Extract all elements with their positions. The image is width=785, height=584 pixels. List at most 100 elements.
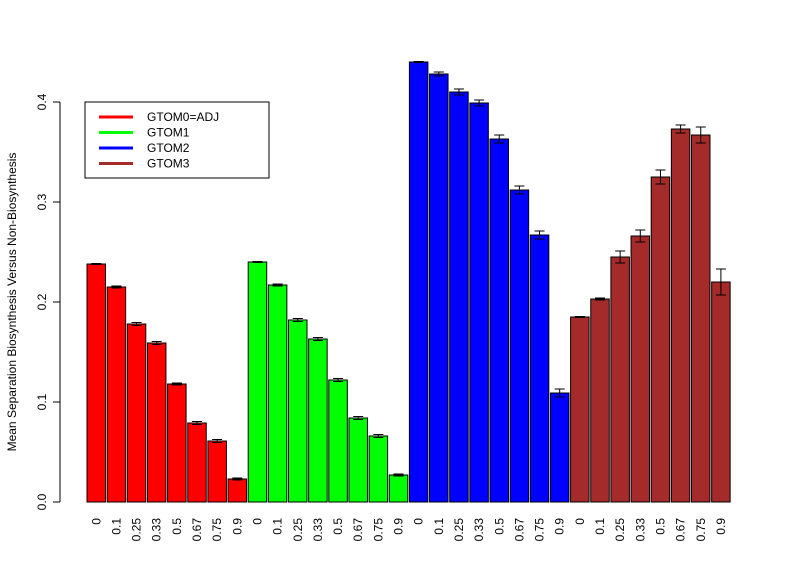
bar [106, 286, 127, 503]
error-bar [252, 261, 263, 263]
x-tick-label: 0.33 [311, 518, 325, 542]
error-bar [373, 434, 384, 438]
error-bar [232, 477, 243, 481]
error-bar [333, 378, 344, 382]
bar [650, 176, 671, 503]
error-bar [635, 229, 646, 243]
bar [610, 256, 630, 503]
error-bar [312, 337, 323, 341]
error-bar [494, 134, 505, 144]
error-bar [615, 250, 626, 264]
y-tick-label: 0.2 [35, 293, 49, 310]
bars-group [86, 61, 731, 503]
x-tick-label: 0.9 [714, 518, 728, 535]
x-tick-label: 0 [573, 518, 587, 525]
x-tick-label: 0 [250, 518, 264, 525]
legend-item: GTOM2 [99, 141, 190, 155]
bar [590, 298, 610, 503]
bar [449, 91, 469, 503]
legend-item: GTOM0=ADJ [99, 110, 219, 124]
error-bar [715, 268, 726, 296]
bar [408, 61, 429, 503]
bar [227, 478, 248, 503]
x-tick-label: 0.67 [674, 518, 688, 542]
error-bar [353, 416, 364, 420]
x-tick-label: 0.9 [553, 518, 567, 535]
x-tick-label: 0.75 [694, 518, 708, 542]
x-tick-label: 0.67 [351, 518, 365, 542]
error-bar [675, 124, 686, 134]
x-tick-label: 0.67 [512, 518, 526, 542]
x-tick-label: 0.33 [472, 518, 486, 542]
x-tick-label: 0.5 [653, 518, 667, 535]
x-tick-label: 0.33 [633, 518, 647, 542]
x-tick-label: 0 [89, 518, 103, 525]
bar [328, 379, 348, 503]
y-axis-label: Mean Separation Biosynthesis Versus Non-… [5, 153, 19, 452]
bar [146, 342, 167, 503]
bar [570, 316, 590, 503]
bar [429, 73, 449, 503]
error-bar [91, 263, 102, 265]
y-tick-label: 0.3 [35, 193, 49, 210]
legend-item: GTOM3 [99, 157, 190, 171]
error-bar [131, 322, 142, 326]
x-tick-label: 0.75 [210, 518, 224, 542]
y-tick-label: 0.4 [35, 93, 49, 110]
bar [670, 128, 691, 503]
bar [691, 134, 711, 503]
x-tick-label: 0.25 [291, 518, 305, 542]
bar [630, 235, 651, 503]
error-bar [574, 316, 585, 318]
error-bar [695, 126, 706, 144]
bar [167, 383, 187, 503]
bar [247, 261, 268, 503]
x-tick-label: 0.1 [271, 518, 285, 535]
y-axis: 0.0 0.1 0.2 0.3 0.4 [35, 93, 61, 510]
bar [529, 234, 550, 503]
x-tick-label: 0.1 [109, 518, 123, 535]
bar [207, 440, 227, 503]
error-bar [151, 341, 162, 345]
error-bar [272, 283, 283, 287]
error-bar [433, 71, 444, 77]
legend-label: GTOM1 [147, 126, 190, 140]
error-bar [171, 382, 182, 386]
x-tick-labels: 0 0.1 0.25 0.33 0.5 0.67 0.75 0.9 0 0.1 0.25 0.33 0.… [89, 518, 728, 542]
x-tick-label: 0.1 [593, 518, 607, 535]
error-bar [413, 61, 424, 63]
bar [711, 281, 731, 503]
x-tick-label: 0 [412, 518, 426, 525]
bar [126, 323, 147, 503]
legend-box [84, 101, 270, 179]
bar [549, 392, 570, 503]
x-tick-label: 0.9 [230, 518, 244, 535]
error-bars-group [91, 61, 726, 481]
x-tick-label: 0.75 [533, 518, 547, 542]
error-bar [554, 388, 565, 398]
bar [308, 338, 328, 503]
bar [489, 138, 509, 503]
error-bar [292, 318, 303, 322]
legend-label: GTOM0=ADJ [147, 110, 219, 124]
x-tick-label: 0.25 [130, 518, 144, 542]
x-tick-label: 0.33 [150, 518, 164, 542]
x-tick-label: 0.75 [371, 518, 385, 542]
x-tick-label: 0.25 [613, 518, 627, 542]
y-tick-label: 0.0 [35, 493, 49, 510]
bar [288, 319, 308, 503]
x-tick-label: 0.5 [492, 518, 506, 535]
bar [509, 189, 530, 503]
error-bar [655, 169, 666, 185]
x-tick-label: 0.25 [452, 518, 466, 542]
error-bar [111, 285, 122, 289]
legend-label: GTOM3 [147, 157, 190, 171]
error-bar [514, 185, 525, 195]
legend-item: GTOM1 [99, 126, 190, 140]
error-bar [534, 230, 545, 240]
x-tick-label: 0.9 [392, 518, 406, 535]
legend-label: GTOM2 [147, 141, 190, 155]
x-tick-label: 0.5 [170, 518, 184, 535]
